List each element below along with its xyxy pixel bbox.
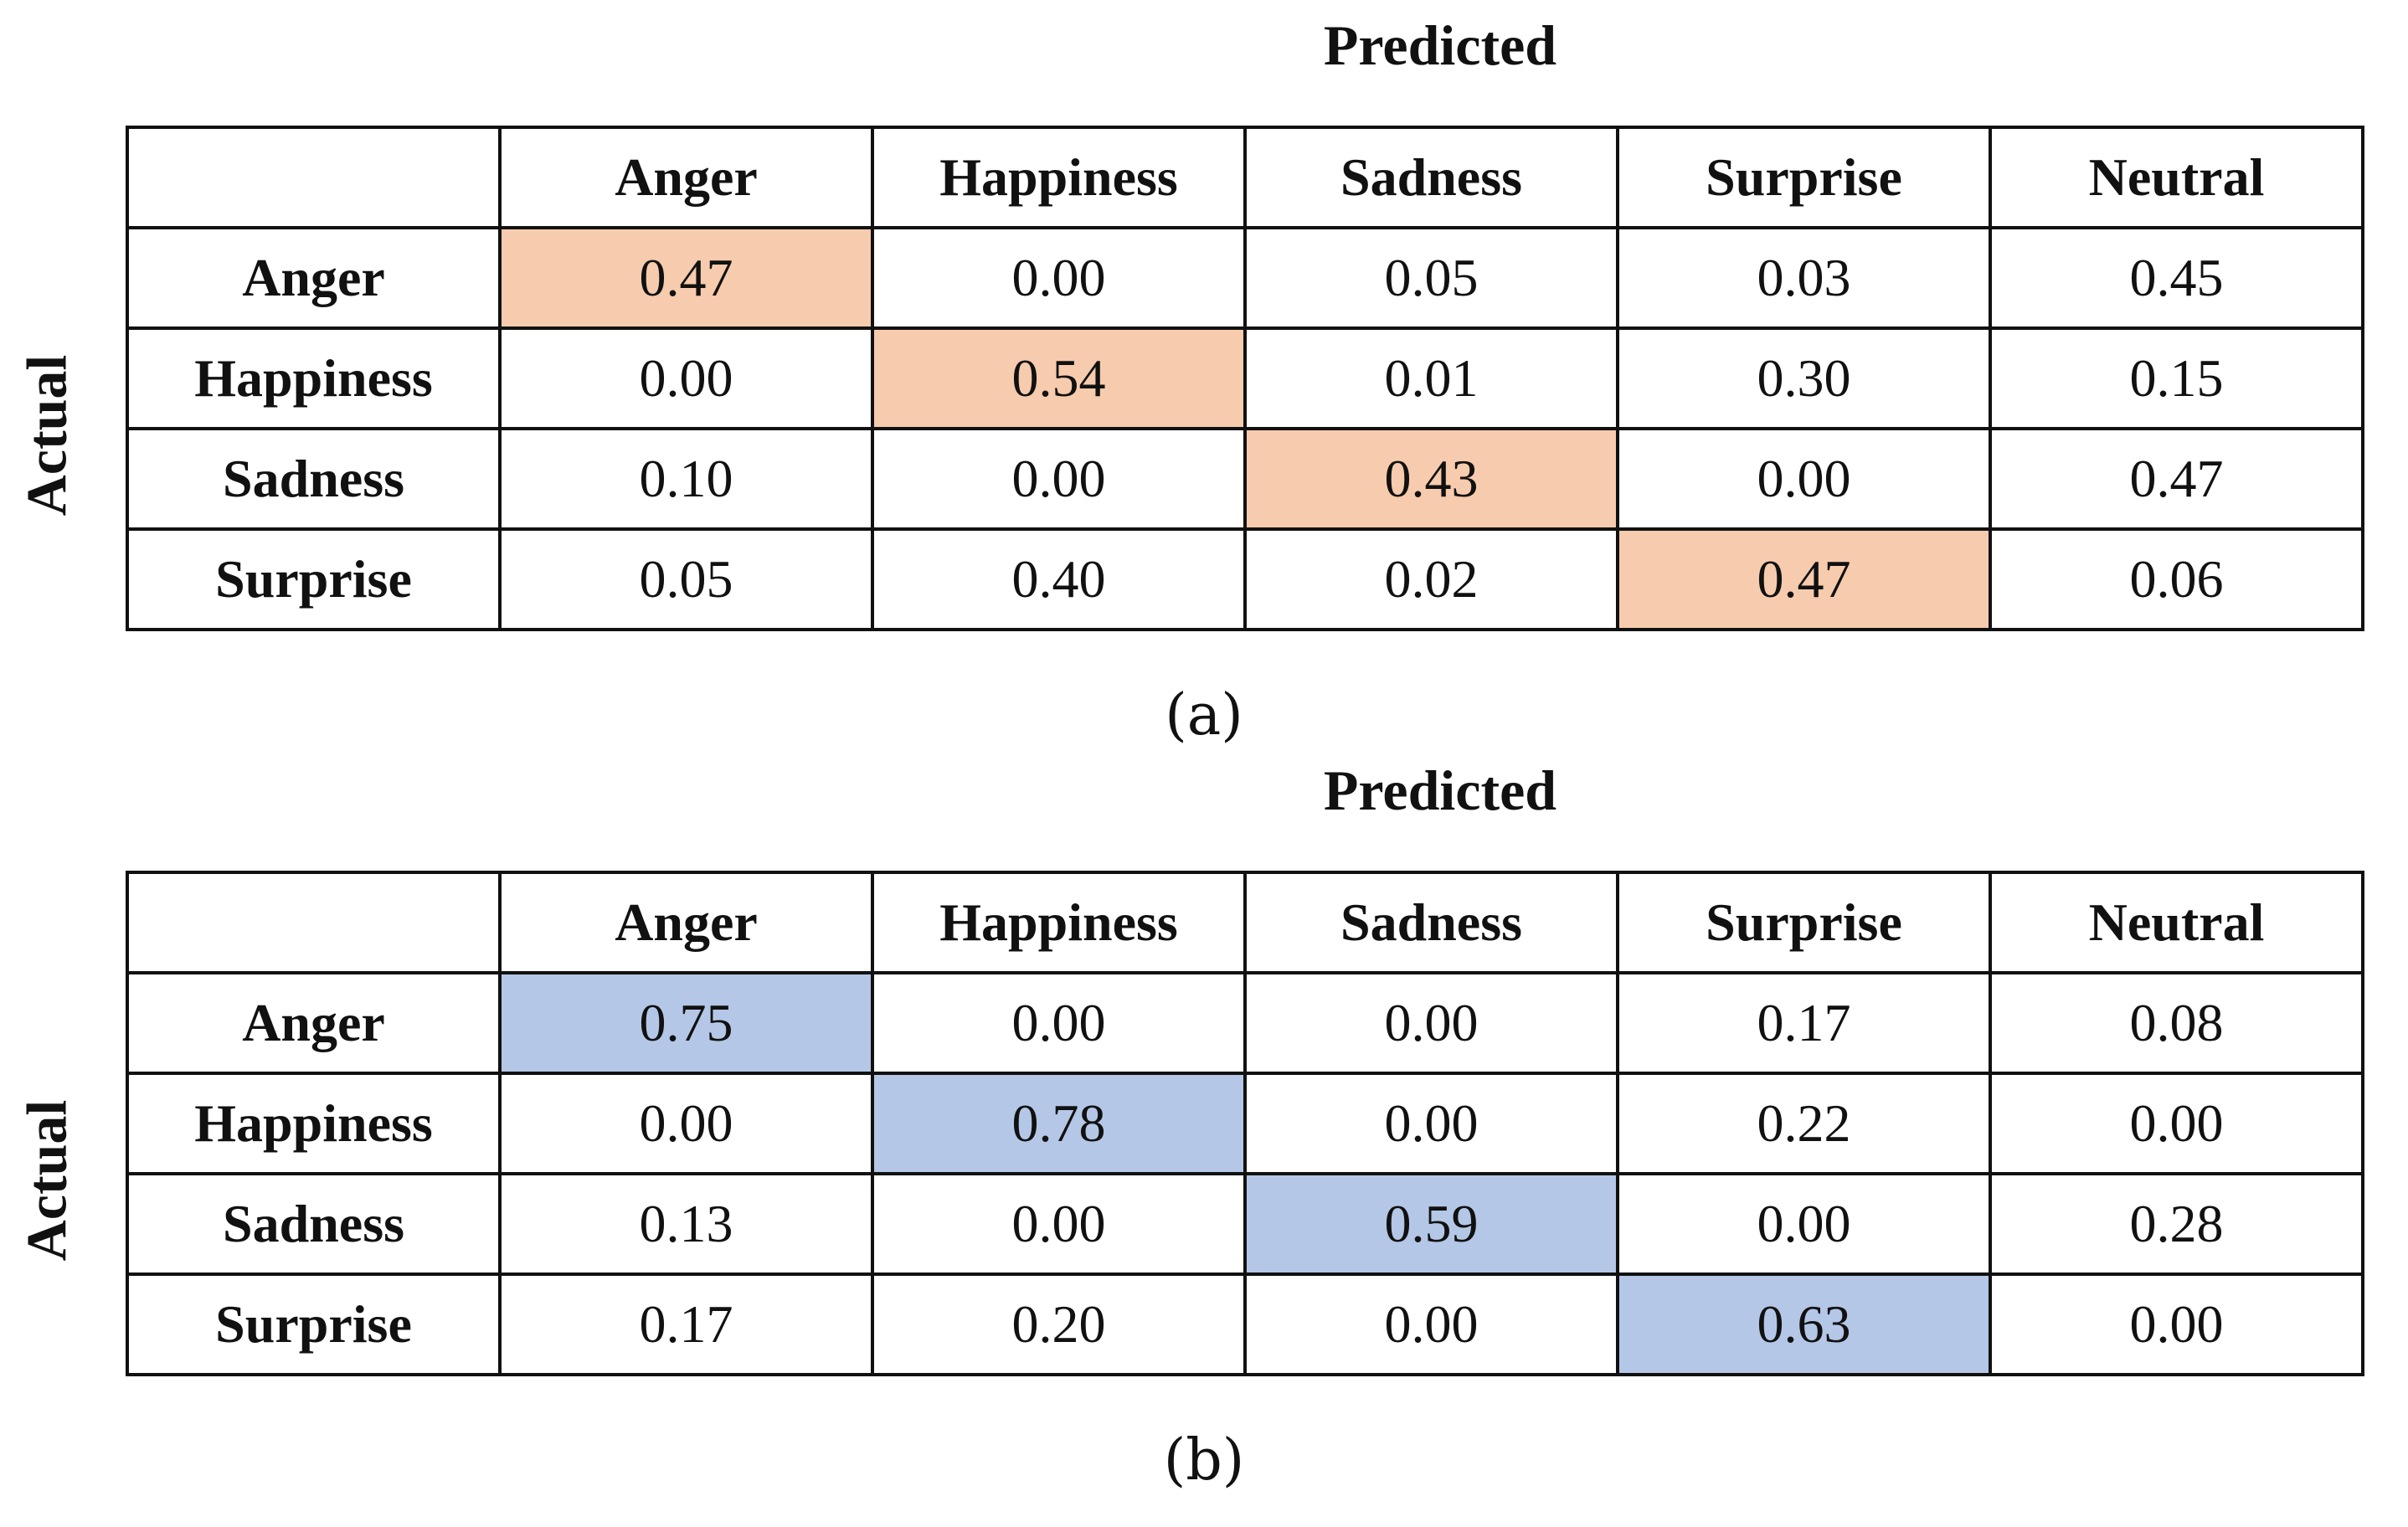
matrix-row: Happiness 0.00 0.78 0.00 0.22 0.00 bbox=[126, 1072, 2364, 1175]
matrix-row: Sadness 0.13 0.00 0.59 0.00 0.28 bbox=[126, 1172, 2364, 1276]
column-header: Neutral bbox=[1989, 871, 2364, 974]
matrix-cell-diagonal: 0.78 bbox=[871, 1072, 1247, 1175]
matrix-cell: 0.00 bbox=[498, 326, 874, 430]
matrix-cell: 0.05 bbox=[498, 527, 874, 631]
matrix-cell-diagonal: 0.63 bbox=[1616, 1272, 1992, 1376]
matrix-cell: 0.28 bbox=[1989, 1172, 2364, 1276]
matrix-row: Surprise 0.05 0.40 0.02 0.47 0.06 bbox=[126, 527, 2364, 631]
matrix-cell-diagonal: 0.54 bbox=[871, 326, 1247, 430]
matrix-cell: 0.00 bbox=[498, 1072, 874, 1175]
matrix-cell: 0.30 bbox=[1616, 326, 1992, 430]
column-header: Happiness bbox=[871, 871, 1247, 974]
corner-cell bbox=[126, 871, 502, 974]
matrix-cell: 0.22 bbox=[1616, 1072, 1992, 1175]
row-header: Sadness bbox=[126, 1172, 502, 1276]
column-header: Surprise bbox=[1616, 126, 1992, 229]
matrix-cell: 0.00 bbox=[1243, 971, 1619, 1075]
column-header: Neutral bbox=[1989, 126, 2364, 229]
matrix-table: Anger Happiness Sadness Surprise Neutral… bbox=[126, 126, 2364, 631]
row-header: Happiness bbox=[126, 326, 502, 430]
actual-axis-label: Actual bbox=[14, 1099, 79, 1262]
panel-caption: (a) bbox=[1165, 682, 1243, 748]
matrix-cell: 0.00 bbox=[1989, 1272, 2364, 1376]
row-header: Happiness bbox=[126, 1072, 502, 1175]
corner-cell bbox=[126, 126, 502, 229]
matrix-cell: 0.17 bbox=[498, 1272, 874, 1376]
matrix-cell-diagonal: 0.75 bbox=[498, 971, 874, 1075]
matrix-cell: 0.08 bbox=[1989, 971, 2364, 1075]
predicted-axis-label: Predicted bbox=[1323, 13, 1557, 77]
column-header: Anger bbox=[498, 126, 874, 229]
matrix-cell: 0.40 bbox=[871, 527, 1247, 631]
matrix-cell: 0.00 bbox=[1616, 427, 1992, 531]
header-row: Anger Happiness Sadness Surprise Neutral bbox=[126, 126, 2364, 229]
panel-caption: (b) bbox=[1163, 1427, 1245, 1494]
matrix-row: Happiness 0.00 0.54 0.01 0.30 0.15 bbox=[126, 326, 2364, 430]
matrix-cell: 0.01 bbox=[1243, 326, 1619, 430]
matrix-row: Sadness 0.10 0.00 0.43 0.00 0.47 bbox=[126, 427, 2364, 531]
matrix-cell: 0.17 bbox=[1616, 971, 1992, 1075]
matrix-cell-diagonal: 0.59 bbox=[1243, 1172, 1619, 1276]
row-header: Surprise bbox=[126, 527, 502, 631]
matrix-cell: 0.06 bbox=[1989, 527, 2364, 631]
matrix-cell-diagonal: 0.47 bbox=[498, 226, 874, 330]
matrix-cell: 0.00 bbox=[871, 971, 1247, 1075]
column-header: Surprise bbox=[1616, 871, 1992, 974]
header-row: Anger Happiness Sadness Surprise Neutral bbox=[126, 871, 2364, 974]
column-header: Happiness bbox=[871, 126, 1247, 229]
matrix-table: Anger Happiness Sadness Surprise Neutral… bbox=[126, 871, 2364, 1376]
matrix-cell: 0.00 bbox=[1243, 1072, 1619, 1175]
matrix-cell: 0.00 bbox=[1243, 1272, 1619, 1376]
actual-axis-label: Actual bbox=[14, 354, 79, 517]
matrix-cell: 0.00 bbox=[1989, 1072, 2364, 1175]
matrix-cell: 0.15 bbox=[1989, 326, 2364, 430]
column-header: Anger bbox=[498, 871, 874, 974]
matrix-cell: 0.10 bbox=[498, 427, 874, 531]
matrix-row: Anger 0.75 0.00 0.00 0.17 0.08 bbox=[126, 971, 2364, 1075]
matrix-cell-diagonal: 0.47 bbox=[1616, 527, 1992, 631]
matrix-cell: 0.05 bbox=[1243, 226, 1619, 330]
matrix-cell: 0.00 bbox=[871, 1172, 1247, 1276]
matrix-cell-diagonal: 0.43 bbox=[1243, 427, 1619, 531]
row-header: Sadness bbox=[126, 427, 502, 531]
matrix-row: Surprise 0.17 0.20 0.00 0.63 0.00 bbox=[126, 1272, 2364, 1376]
matrix-cell: 0.00 bbox=[1616, 1172, 1992, 1276]
matrix-cell: 0.00 bbox=[871, 226, 1247, 330]
matrix-cell: 0.13 bbox=[498, 1172, 874, 1276]
row-header: Anger bbox=[126, 226, 502, 330]
matrix-row: Anger 0.47 0.00 0.05 0.03 0.45 bbox=[126, 226, 2364, 330]
matrix-cell: 0.45 bbox=[1989, 226, 2364, 330]
row-header: Anger bbox=[126, 971, 502, 1075]
matrix-cell: 0.20 bbox=[871, 1272, 1247, 1376]
matrix-cell: 0.00 bbox=[871, 427, 1247, 531]
column-header: Sadness bbox=[1243, 126, 1619, 229]
predicted-axis-label: Predicted bbox=[1323, 758, 1557, 822]
matrix-cell: 0.02 bbox=[1243, 527, 1619, 631]
matrix-cell: 0.47 bbox=[1989, 427, 2364, 531]
matrix-cell: 0.03 bbox=[1616, 226, 1992, 330]
column-header: Sadness bbox=[1243, 871, 1619, 974]
row-header: Surprise bbox=[126, 1272, 502, 1376]
